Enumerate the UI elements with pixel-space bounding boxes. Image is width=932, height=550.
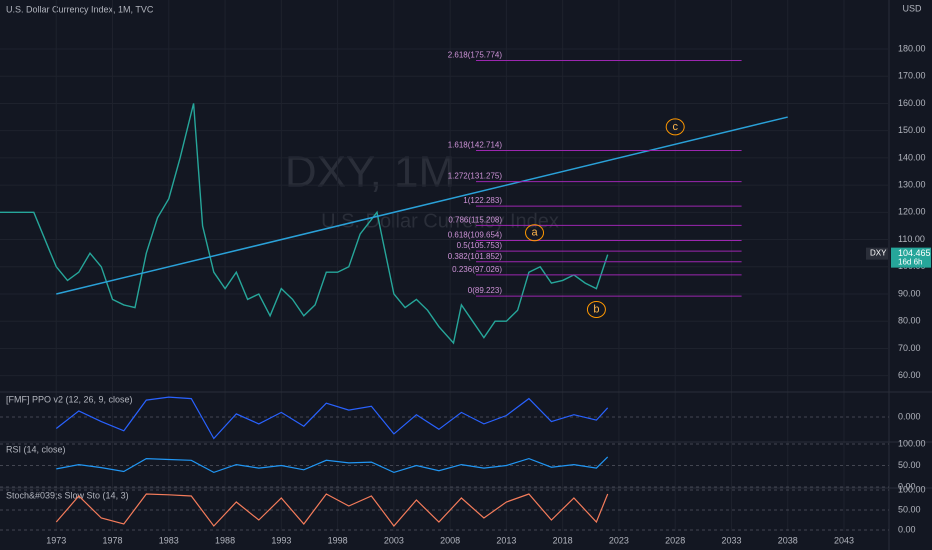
y-tick-label: 0.00 — [898, 481, 916, 491]
wave-circle — [586, 301, 606, 319]
indicator-line — [55, 396, 609, 440]
price-line — [0, 103, 609, 345]
y-tick-label: 0.000 — [898, 411, 921, 421]
wave-circle — [525, 224, 545, 242]
x-tick-label: 2013 — [496, 535, 516, 545]
fib-label: 1.618(142.714) — [448, 141, 503, 150]
x-tick-label: 1978 — [103, 535, 123, 545]
wave-label: a — [531, 227, 538, 239]
trendline — [56, 116, 788, 295]
wave-label: b — [593, 303, 599, 315]
x-tick-label: 2008 — [440, 535, 460, 545]
y-tick-label: 50.00 — [898, 504, 921, 514]
fib-label: 0.618(109.654) — [448, 231, 503, 240]
x-tick-label: 1988 — [215, 535, 235, 545]
y-tick-label: 180.00 — [898, 43, 926, 53]
y-tick-label: 60.00 — [898, 370, 921, 380]
fib-label: 0.786(115.208) — [448, 215, 502, 224]
indicator-title: [FMF] PPO v2 (12, 26, 9, close) — [6, 394, 133, 404]
x-tick-label: 2018 — [553, 535, 573, 545]
x-tick-label: 1973 — [46, 535, 66, 545]
y-tick-label: 130.00 — [898, 179, 926, 189]
y-tick-label: 80.00 — [898, 316, 921, 326]
y-tick-label: 90.00 — [898, 288, 921, 298]
symbol-tag — [866, 247, 888, 260]
fib-label: 0.236(97.026) — [452, 265, 502, 274]
symbol-label: DXY — [870, 249, 887, 258]
fib-label: 1(122.283) — [463, 196, 502, 205]
countdown: 16d 6h — [898, 258, 922, 267]
x-tick-label: 2038 — [778, 535, 798, 545]
y-tick-label: 50.00 — [898, 460, 921, 470]
y-tick-label: 70.00 — [898, 343, 921, 353]
wave-circle — [665, 118, 685, 136]
watermark: DXY, 1M — [285, 148, 455, 197]
x-tick-label: 2023 — [609, 535, 629, 545]
y-tick-label: 120.00 — [898, 207, 926, 217]
x-tick-label: 1993 — [271, 535, 291, 545]
fib-label: 2.618(175.774) — [448, 51, 503, 60]
indicator-title: RSI (14, close) — [6, 444, 66, 454]
y-tick-label: 110.00 — [898, 234, 925, 244]
y-tick-label: 140.00 — [898, 152, 926, 162]
currency: USD — [902, 3, 922, 13]
fib-label: 0.382(101.852) — [448, 252, 503, 261]
y-tick-label: 160.00 — [898, 98, 926, 108]
indicator-line — [56, 456, 609, 474]
y-tick-label: 170.00 — [898, 71, 926, 81]
y-tick-label: 0.00 — [898, 524, 916, 534]
chart-title: U.S. Dollar Currency Index, 1M, TVC — [6, 4, 154, 14]
x-tick-label: 2028 — [665, 535, 685, 545]
x-tick-label: 2043 — [834, 535, 854, 545]
fib-label: 1.272(131.275) — [448, 172, 503, 181]
y-tick-label: 100.00 — [898, 484, 926, 494]
indicator-line — [55, 493, 609, 527]
indicator-title: Stoch&#039;s Slow Sto (14, 3) — [6, 490, 129, 500]
last-price: 104.465 — [898, 248, 931, 258]
x-tick-label: 2003 — [384, 535, 404, 545]
fib-label: 0.5(105.753) — [457, 241, 503, 250]
x-tick-label: 1998 — [328, 535, 348, 545]
last-price-tag — [891, 247, 931, 268]
y-tick-label: 150.00 — [898, 125, 926, 135]
x-tick-label: 1983 — [159, 535, 179, 545]
y-tick-label: 100.00 — [898, 438, 926, 448]
wave-label: c — [672, 121, 678, 133]
fib-label: 0(89.223) — [468, 286, 503, 295]
x-tick-label: 2033 — [721, 535, 741, 545]
